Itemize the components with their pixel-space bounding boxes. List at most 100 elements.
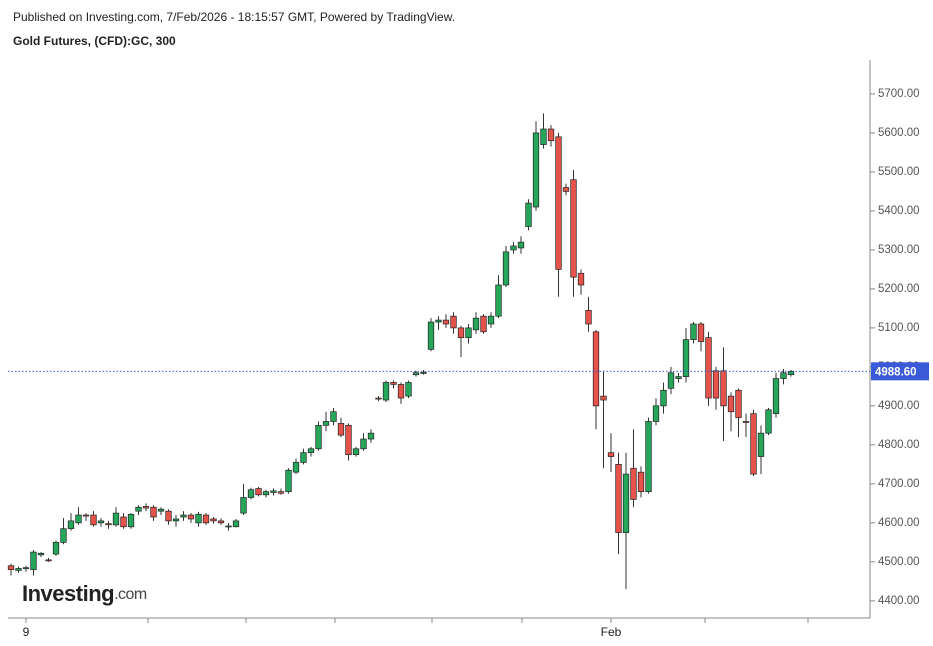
candle-body [720, 370, 727, 407]
candle-body [270, 490, 277, 493]
candle-body [780, 372, 787, 379]
candle-body [307, 448, 315, 454]
candle-body [457, 327, 465, 338]
candle-body [532, 132, 540, 208]
candle-body [300, 452, 307, 463]
candle-body [315, 425, 322, 450]
candle-body [487, 315, 495, 325]
candle-body [757, 432, 765, 457]
candle-body [292, 462, 300, 473]
candle-body [690, 323, 697, 340]
candle-body [352, 448, 360, 455]
y-tick-label: 4400.00 [878, 595, 920, 607]
candle-body [202, 514, 210, 524]
candle-body [570, 179, 577, 278]
candle-body [787, 370, 795, 376]
candle-body [135, 506, 142, 512]
candle-body [255, 488, 262, 496]
candle-body [682, 339, 690, 377]
candle-body [622, 473, 630, 533]
candle-body [180, 514, 187, 518]
candle-body [172, 518, 180, 522]
candle-body [90, 514, 97, 526]
candle-body [360, 438, 367, 450]
candle-body [652, 405, 660, 422]
candle-body [772, 378, 780, 415]
y-tick-label: 5100.00 [878, 322, 920, 334]
candle-body [382, 382, 390, 401]
candle-body [127, 513, 135, 528]
candle-body [120, 516, 127, 528]
candle-body [667, 372, 675, 389]
candle-body [22, 567, 30, 570]
candle-body [322, 421, 330, 426]
candle-body [675, 376, 682, 379]
candle-body [262, 491, 270, 496]
candle-body [375, 397, 382, 400]
candle-body [330, 411, 337, 422]
candle-body [480, 315, 487, 333]
candle-body [765, 409, 772, 434]
candle-body [157, 508, 165, 512]
candle-body [412, 372, 420, 376]
candle-body [142, 506, 150, 509]
candle-body [705, 337, 712, 399]
logo-suffix: .com [114, 586, 147, 603]
candle-body [427, 321, 435, 350]
candle-body [217, 520, 225, 524]
candle-body [435, 319, 442, 323]
candle-body [510, 245, 517, 251]
candle-body [517, 241, 525, 249]
y-tick-label: 5400.00 [878, 205, 920, 217]
candle-body [397, 384, 405, 399]
y-tick-label: 4900.00 [878, 400, 920, 412]
last-price-label: 4988.60 [875, 366, 917, 378]
candle-body [277, 491, 285, 494]
y-tick-label: 4800.00 [878, 439, 920, 451]
candle-body [727, 395, 735, 413]
candle-body [630, 467, 637, 500]
chart-title: Gold Futures, (CFD):GC, 300 [13, 34, 176, 48]
last-price-box [871, 362, 929, 381]
candle-body [15, 568, 22, 571]
y-tick-label: 4700.00 [878, 478, 920, 490]
candle-body [712, 370, 720, 399]
candle-body [585, 309, 592, 325]
candle-body [60, 528, 67, 543]
candle-body [660, 389, 667, 407]
candle-body [555, 136, 562, 270]
x-tick-label: 9 [23, 625, 30, 639]
candle-body [225, 525, 232, 528]
candle-body [637, 471, 645, 493]
x-minor-ticks [147, 618, 809, 623]
candle-body [7, 565, 15, 570]
y-tick-label: 5200.00 [878, 283, 920, 295]
candle-body [337, 423, 345, 436]
candle-body [592, 331, 600, 407]
candle-body [37, 552, 45, 556]
candle-body [645, 421, 652, 493]
candle-body [187, 514, 195, 520]
candle-body [547, 128, 555, 142]
candle-body [540, 128, 547, 145]
candle-body [502, 251, 510, 286]
y-tick-label: 4500.00 [878, 556, 920, 568]
candle-body [465, 327, 472, 338]
candle-body [97, 520, 105, 524]
candle-body [45, 559, 52, 562]
header: Published on Investing.com, 7/Feb/2026 -… [13, 10, 455, 24]
candle-body [150, 506, 157, 518]
candle-body [105, 523, 112, 526]
candle-body [232, 520, 240, 528]
candle-body [195, 513, 202, 524]
candle-body [420, 371, 427, 374]
candle-body [742, 421, 750, 423]
candle-body [697, 323, 705, 342]
logo: Investing.com [22, 581, 147, 606]
candle-body [210, 518, 217, 522]
y-tick-label: 5700.00 [878, 88, 920, 100]
y-tick-label: 5600.00 [878, 127, 920, 139]
candle-body [405, 382, 412, 397]
candle-body [600, 395, 607, 401]
